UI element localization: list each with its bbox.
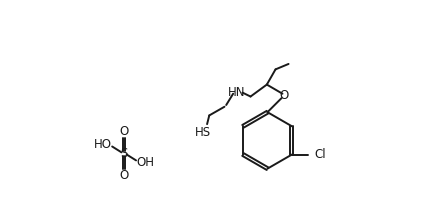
Text: HO: HO [94, 138, 112, 151]
Text: Cl: Cl [314, 148, 326, 161]
Text: HN: HN [228, 86, 246, 99]
Text: HS: HS [195, 126, 211, 139]
Text: S: S [120, 147, 128, 160]
Text: O: O [119, 125, 129, 138]
Text: O: O [280, 89, 289, 102]
Text: OH: OH [136, 156, 154, 169]
Text: O: O [119, 169, 129, 182]
